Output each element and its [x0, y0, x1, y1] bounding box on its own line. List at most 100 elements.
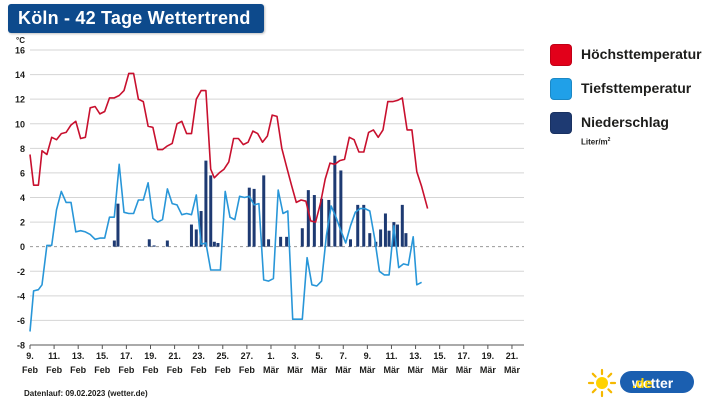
- precipitation-bar: [279, 236, 283, 247]
- y-tick-label: 2: [20, 218, 25, 228]
- precipitation-bar: [348, 239, 352, 247]
- unit-superscript: 2: [607, 137, 611, 143]
- y-tick-label: 8: [20, 144, 25, 154]
- y-tick-label: -6: [17, 316, 25, 326]
- x-tick-day: 3.: [291, 351, 299, 361]
- x-tick-day: 13.: [72, 351, 85, 361]
- y-tick-label: 6: [20, 168, 25, 178]
- precipitation-bar: [300, 228, 304, 247]
- data-run-note: Datenlauf: 09.02.2023 (wetter.de): [24, 389, 148, 398]
- x-tick-month: Mär: [480, 365, 497, 375]
- x-tick-day: 21.: [168, 351, 181, 361]
- x-tick-day: 19.: [482, 351, 495, 361]
- precipitation-bar: [189, 224, 193, 247]
- precipitation-bar: [152, 245, 156, 247]
- unit-text: Liter/m: [581, 137, 608, 147]
- precipitation-unit: Liter/m2: [581, 137, 610, 147]
- precipitation-bar: [339, 170, 343, 247]
- precipitation-bar: [368, 233, 372, 247]
- x-tick-month: Feb: [46, 365, 63, 375]
- legend-swatch-blue: [550, 78, 572, 100]
- precipitation-bar: [320, 198, 324, 247]
- precipitation-bar: [199, 211, 203, 247]
- x-tick-day: 5.: [315, 351, 323, 361]
- x-tick-day: 21.: [506, 351, 519, 361]
- y-tick-label: -8: [17, 341, 25, 351]
- precipitation-bar: [204, 160, 208, 247]
- sun-icon: [587, 368, 617, 398]
- x-tick-month: Feb: [191, 365, 208, 375]
- min-temp-line: [29, 163, 422, 332]
- x-tick-month: Mär: [359, 365, 376, 375]
- x-tick-day: 27.: [241, 351, 254, 361]
- brand-name: wetter: [632, 375, 674, 391]
- precipitation-bar: [356, 204, 360, 247]
- y-tick-label: 4: [20, 193, 25, 203]
- y-tick-label: 0: [20, 242, 25, 252]
- precipitation-bar: [216, 242, 220, 247]
- y-tick-label: -2: [17, 267, 25, 277]
- x-tick-month: Mär: [456, 365, 473, 375]
- temperature-lines: [29, 72, 429, 332]
- precipitation-bar: [400, 204, 404, 247]
- precipitation-bar: [404, 233, 408, 247]
- x-tick-day: 7.: [340, 351, 348, 361]
- precipitation-bar: [209, 175, 213, 247]
- precipitation-bar: [116, 203, 120, 247]
- precipitation-bar: [392, 222, 396, 247]
- x-tick-month: Feb: [22, 365, 39, 375]
- x-tick-month: Feb: [142, 365, 159, 375]
- precipitation-bar: [165, 240, 169, 247]
- x-tick-month: Mär: [383, 365, 400, 375]
- x-tick-day: 17.: [120, 351, 133, 361]
- precipitation-bar: [362, 204, 366, 247]
- x-tick-day: 19.: [144, 351, 157, 361]
- x-tick-day: 11.: [48, 351, 60, 361]
- precipitation-bars: [112, 155, 408, 247]
- x-tick-month: Mär: [287, 365, 304, 375]
- legend-label-precipitation: Niederschlag: [581, 114, 669, 130]
- legend-label-min-temp: Tiefsttemperatur: [581, 80, 692, 96]
- x-tick-month: Feb: [70, 365, 87, 375]
- legend-swatch-navy: [550, 112, 572, 134]
- precipitation-bar: [252, 188, 256, 247]
- precipitation-bar: [212, 241, 216, 247]
- x-tick-month: Mär: [311, 365, 328, 375]
- precipitation-bar: [383, 213, 387, 247]
- y-tick-label: 16: [15, 46, 25, 56]
- brand-wordmark: wetter .de: [620, 371, 694, 393]
- x-tick-day: 23.: [192, 351, 205, 361]
- x-tick-month: Mär: [263, 365, 280, 375]
- brand-logo: wetter .de: [586, 368, 706, 398]
- y-unit-label: °C: [16, 36, 25, 45]
- y-tick-label: -4: [17, 291, 25, 301]
- x-tick-day: 17.: [457, 351, 470, 361]
- x-tick-day: 15.: [433, 351, 446, 361]
- title-banner: Köln - 42 Tage Wettertrend: [8, 4, 264, 33]
- precipitation-bar: [247, 187, 251, 247]
- max-temp-line: [29, 72, 429, 223]
- y-tick-label: 12: [15, 95, 25, 105]
- precipitation-bar: [312, 195, 316, 247]
- brand-suffix: .de: [632, 375, 653, 391]
- x-axis: 9. Feb 11. Feb 13. Feb 15. Feb 17. Feb 19. Feb 21. Fe…: [22, 344, 524, 375]
- x-tick-month: Feb: [167, 365, 184, 375]
- x-tick-month: Mär: [432, 365, 449, 375]
- x-tick-day: 11.: [385, 351, 397, 361]
- legend-label-max-temp: Höchsttemperatur: [581, 46, 702, 62]
- x-tick-day: 15.: [96, 351, 109, 361]
- precipitation-bar: [387, 230, 391, 247]
- page-title: Köln - 42 Tage Wettertrend: [18, 8, 251, 28]
- x-tick-day: 9.: [26, 351, 34, 361]
- x-tick-day: 9.: [364, 351, 372, 361]
- precipitation-bar: [267, 239, 271, 247]
- precipitation-bar: [395, 224, 399, 247]
- y-tick-label: 14: [15, 70, 25, 80]
- x-tick-month: Mär: [504, 365, 521, 375]
- x-tick-month: Mär: [408, 365, 425, 375]
- precipitation-bar: [285, 236, 289, 247]
- precipitation-bar: [112, 240, 116, 247]
- precipitation-bar: [379, 229, 383, 247]
- x-tick-day: 13.: [409, 351, 422, 361]
